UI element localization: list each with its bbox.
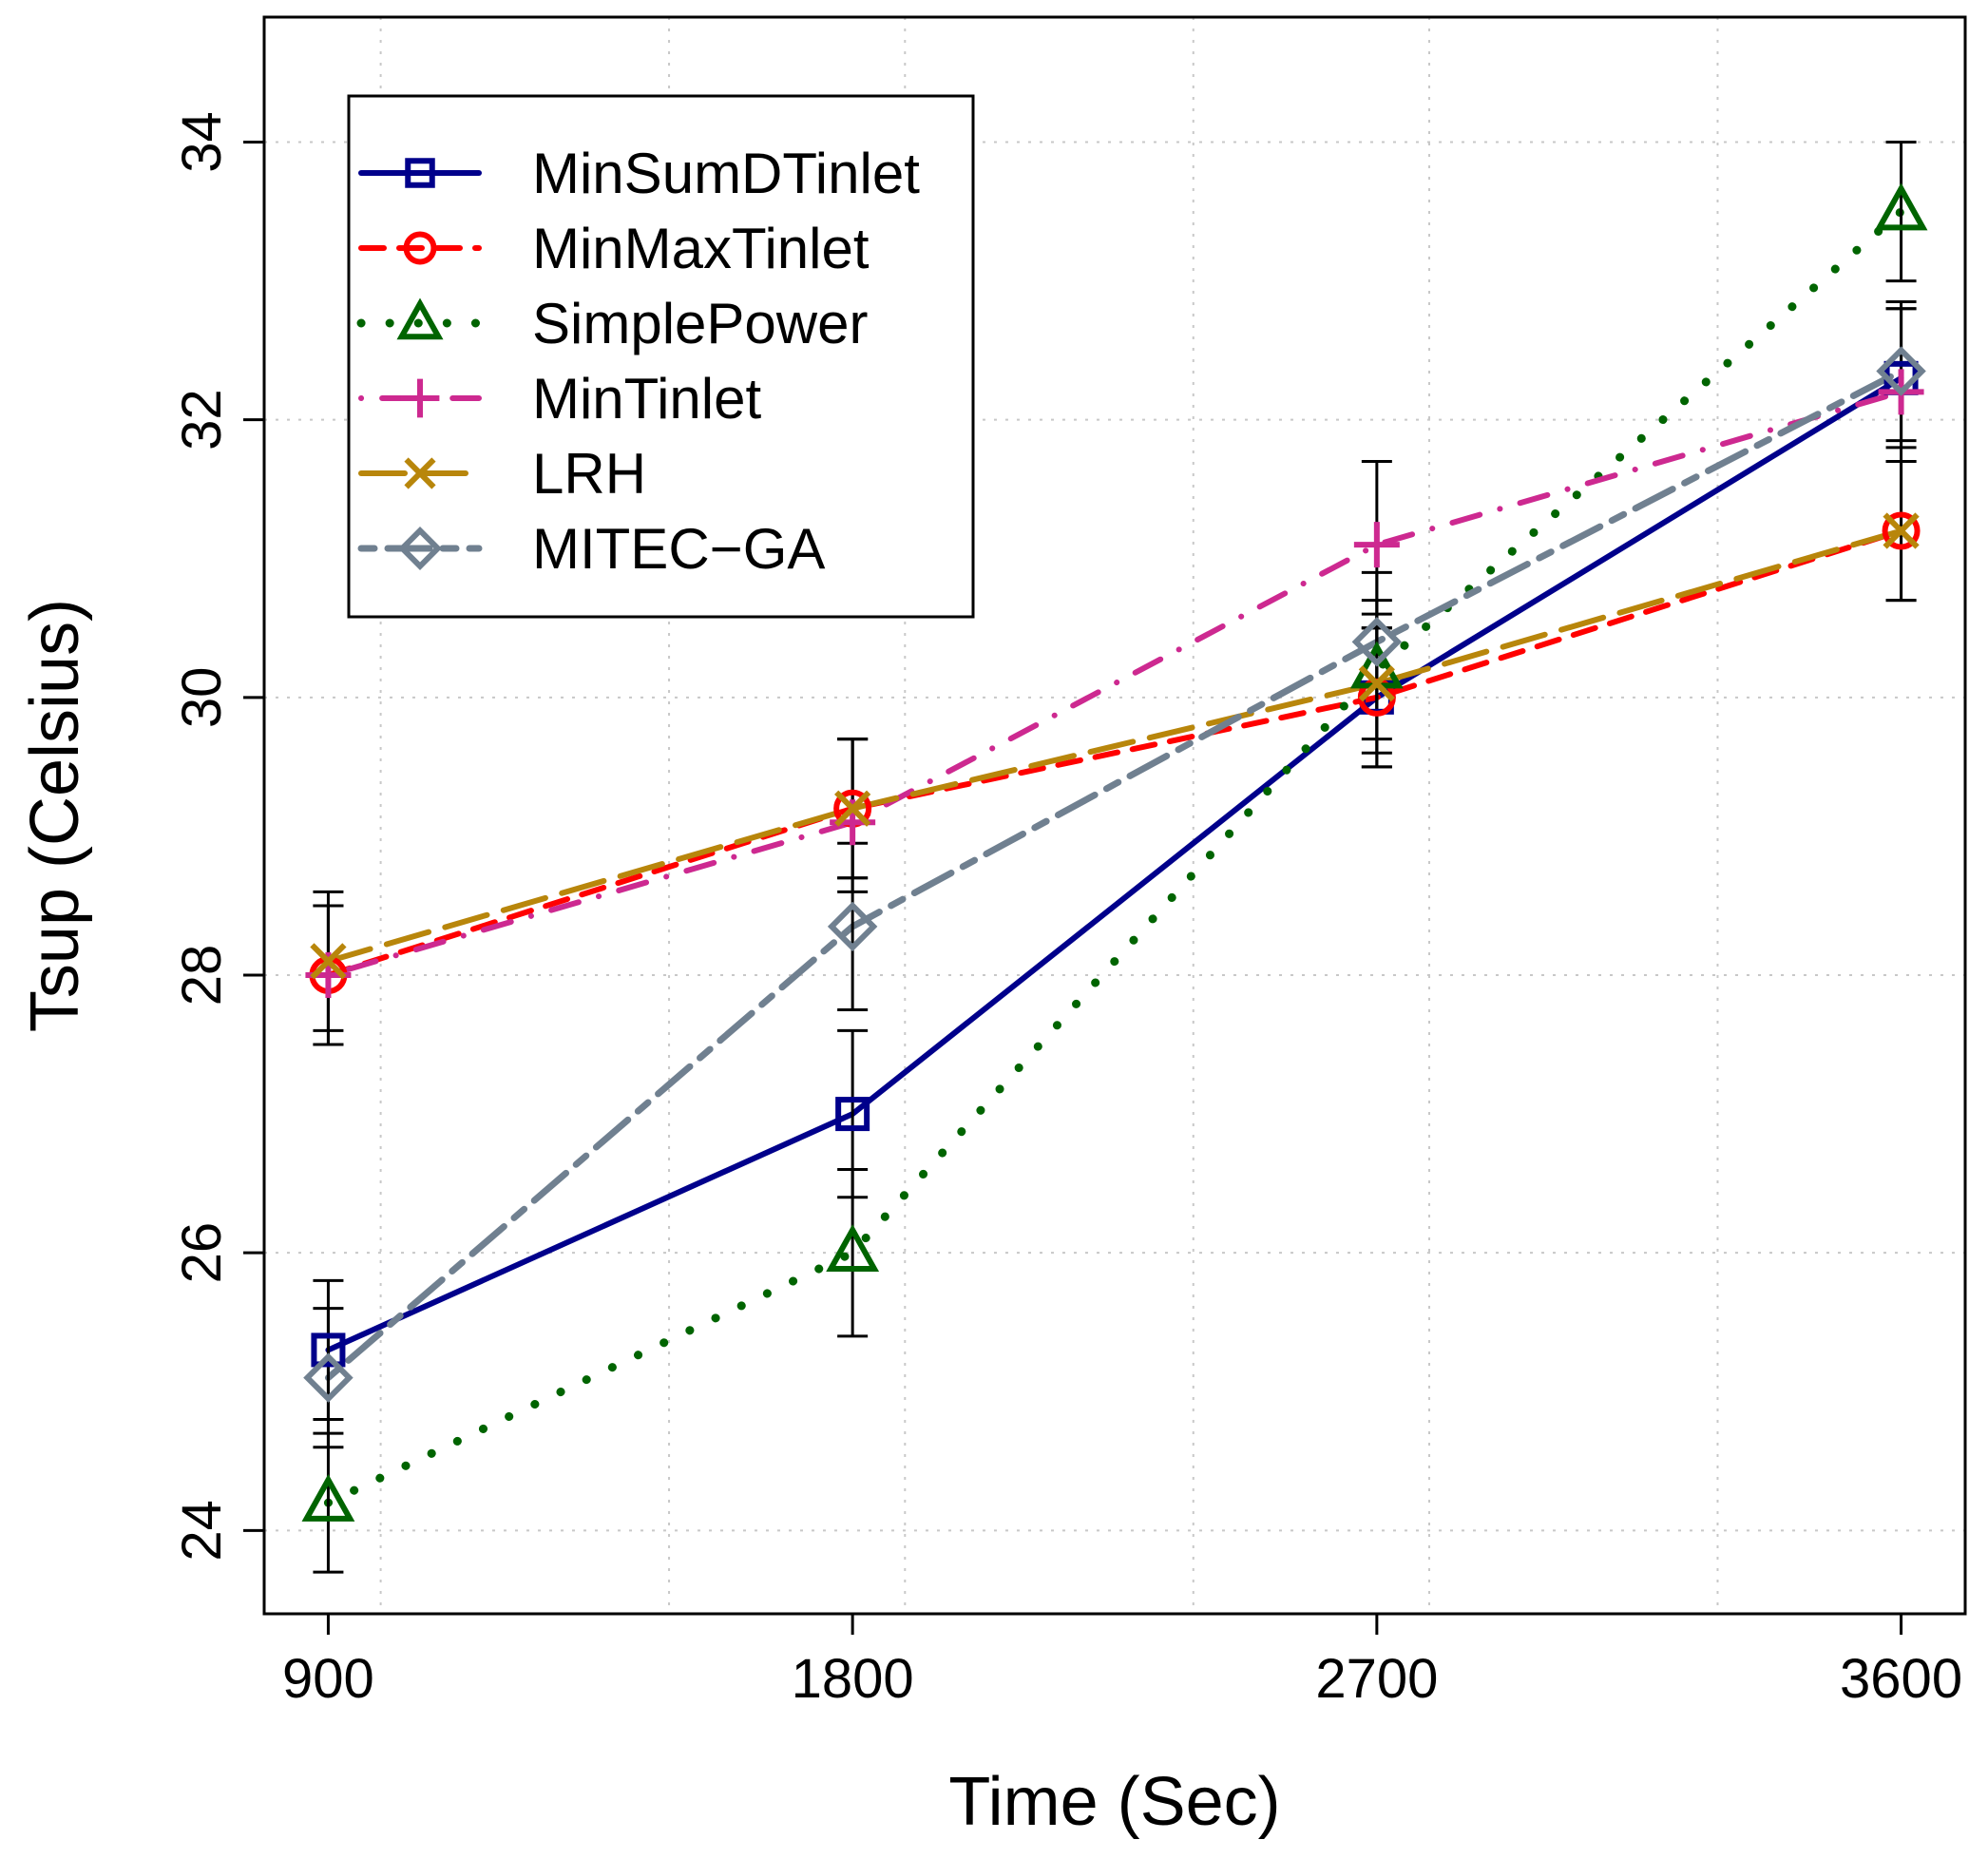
- series-line-lrh: [325, 527, 1904, 965]
- legend-marker-minsumdtinlet: [405, 158, 435, 188]
- y-tick-label: 32: [171, 389, 233, 450]
- data-point-mintinlet: [1353, 522, 1400, 568]
- legend-marker-mitec-ga: [398, 527, 442, 570]
- legend-marker-minmaxtinlet: [403, 231, 437, 265]
- x-tick-label: 1800: [792, 1648, 914, 1710]
- series-line-minmaxtinlet: [325, 527, 1904, 978]
- data-point-lrh: [310, 943, 347, 980]
- grid-layer: [264, 17, 1965, 1614]
- data-point-simplepower: [301, 1473, 355, 1522]
- data-point-lrh: [1883, 512, 1920, 549]
- data-point-mitec-ga: [1351, 617, 1403, 667]
- x-tick-label: 2700: [1315, 1648, 1438, 1710]
- data-point-lrh: [834, 790, 871, 827]
- axis-layer: 900 1800 2700 3600 24 26 28 30 32 34: [171, 111, 1962, 1710]
- series-line-mitec-ga: [324, 368, 1905, 1382]
- data-point-mitec-ga: [827, 901, 878, 952]
- plot-frame: [262, 15, 1967, 1616]
- data-point-minsumdtinlet: [835, 1097, 870, 1132]
- data-point-mitec-ga: [303, 1352, 354, 1403]
- series-layer: [323, 207, 1906, 1507]
- legend-box: [347, 94, 975, 619]
- legend-label-mitec-ga: MITEC−GA: [532, 517, 825, 581]
- legend-label-mintinlet: MinTinlet: [532, 367, 762, 431]
- series-line-simplepower: [323, 207, 1906, 1507]
- y-tick-label: 26: [171, 1222, 233, 1284]
- legend-label-minmaxtinlet: MinMaxTinlet: [532, 217, 870, 280]
- y-tick-label: 30: [171, 667, 233, 729]
- y-tick-label: 34: [171, 111, 233, 173]
- data-point-simplepower: [826, 1224, 880, 1272]
- legend-marker-lrh: [404, 457, 436, 489]
- legend-label-simplepower: SimplePower: [532, 292, 868, 355]
- x-tick-label: 3600: [1840, 1648, 1962, 1710]
- y-axis-title: Tsup (Celsius): [17, 599, 93, 1032]
- legend-label-minsumdtinlet: MinSumDTinlet: [532, 142, 920, 205]
- legend-marker-mintinlet: [400, 378, 440, 418]
- x-tick-label: 900: [282, 1648, 374, 1710]
- data-point-simplepower: [1874, 182, 1928, 231]
- series-line-mintinlet: [325, 389, 1904, 978]
- data-point-lrh: [1358, 665, 1395, 702]
- legend: MinSumDTinlet MinMaxTinlet SimplePower MinT…: [347, 94, 975, 619]
- y-tick-label: 28: [171, 945, 233, 1006]
- data-point-mitec-ga: [1876, 346, 1926, 396]
- legend-label-lrh: LRH: [532, 442, 646, 506]
- x-axis-title: Time (Sec): [948, 1764, 1280, 1840]
- legend-marker-simplepower: [396, 297, 444, 340]
- y-tick-label: 24: [171, 1500, 233, 1562]
- data-point-minmaxtinlet: [1882, 511, 1921, 550]
- markers-layer: [301, 182, 1928, 1522]
- series-line-minsumdtinlet: [325, 374, 1904, 1353]
- data-point-minsumdtinlet: [311, 1332, 346, 1368]
